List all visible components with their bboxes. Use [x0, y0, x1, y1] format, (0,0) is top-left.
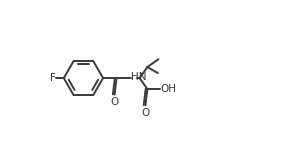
Text: O: O: [110, 97, 118, 107]
Text: OH: OH: [161, 84, 176, 94]
Text: F: F: [50, 73, 56, 83]
Text: O: O: [141, 108, 149, 118]
Text: HN: HN: [131, 72, 147, 83]
